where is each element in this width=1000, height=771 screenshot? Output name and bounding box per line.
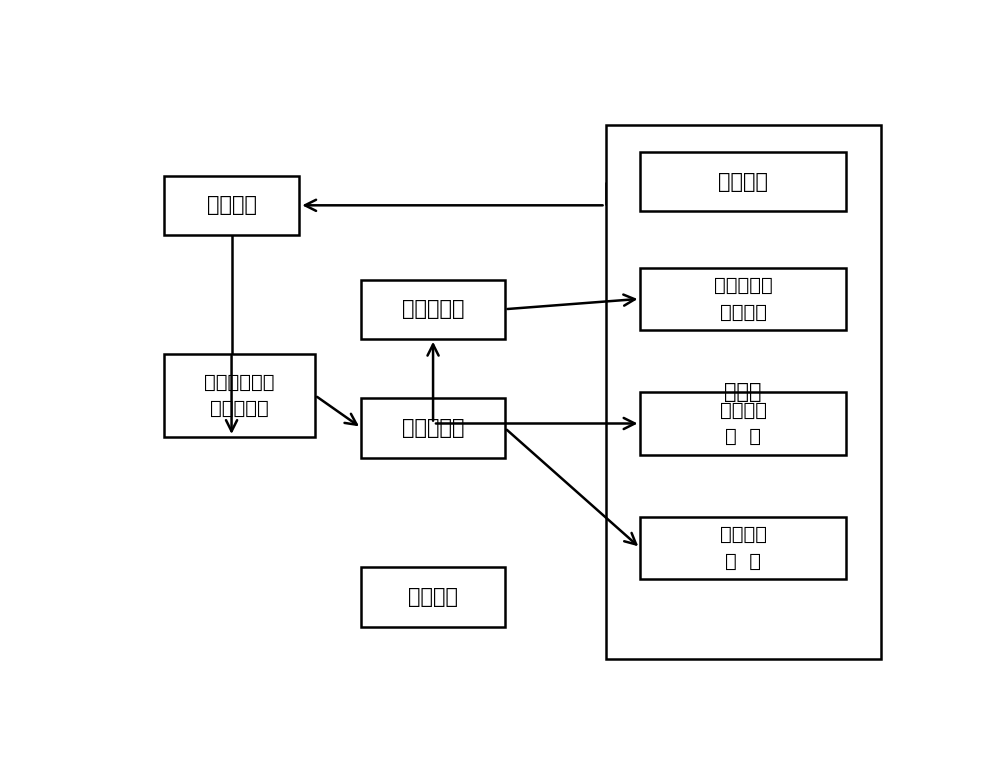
Text: 图像分析
模  块: 图像分析 模 块 <box>720 401 767 446</box>
Text: 接口电路: 接口电路 <box>207 195 257 215</box>
Text: 传感器信号
处理模块: 传感器信号 处理模块 <box>714 276 772 322</box>
Bar <box>361 280 505 339</box>
Text: 分光光度计: 分光光度计 <box>402 418 464 438</box>
Bar <box>361 399 505 458</box>
Bar <box>640 268 846 330</box>
Bar <box>164 354 315 437</box>
Text: 数据分析
模  块: 数据分析 模 块 <box>720 525 767 571</box>
Text: 分光光度计控
制执行装置: 分光光度计控 制执行装置 <box>204 372 275 418</box>
Bar <box>640 392 846 455</box>
Text: 计算机: 计算机 <box>724 382 762 402</box>
Bar <box>640 517 846 579</box>
Text: 测量平台: 测量平台 <box>408 588 458 607</box>
Bar <box>606 125 881 659</box>
Bar <box>164 176 299 235</box>
Text: 定位传感器: 定位传感器 <box>402 299 464 319</box>
Bar <box>361 567 505 627</box>
Bar <box>640 152 846 211</box>
Text: 控制模块: 控制模块 <box>718 172 768 191</box>
